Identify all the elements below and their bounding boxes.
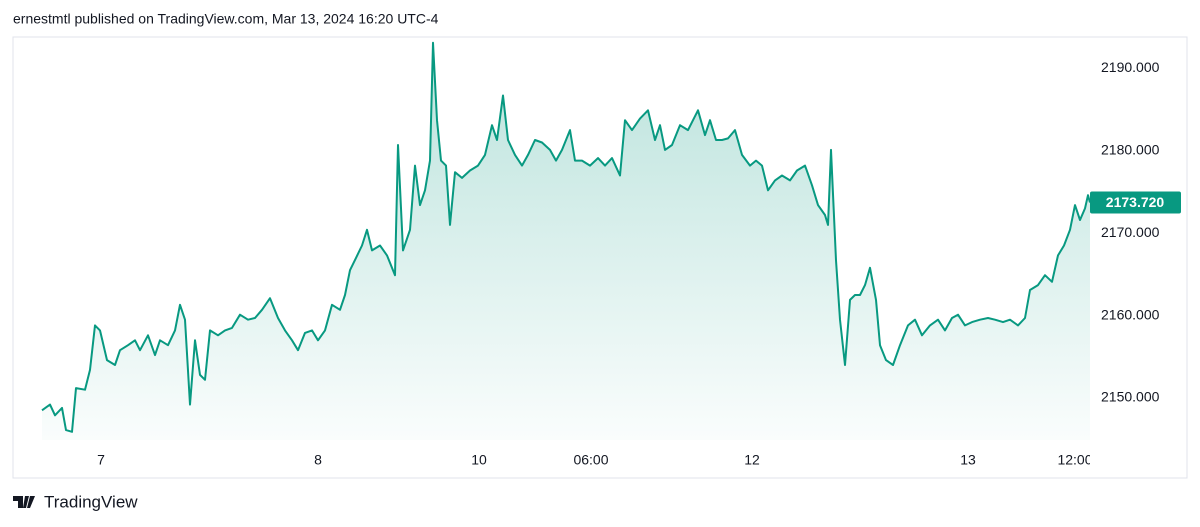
y-tick-label: 2180.000 bbox=[1101, 141, 1160, 157]
y-tick-label: 2170.000 bbox=[1101, 224, 1160, 240]
area-fill bbox=[42, 42, 1090, 441]
y-tick-label: 2160.000 bbox=[1101, 306, 1160, 322]
x-tick-label: 8 bbox=[314, 452, 322, 468]
x-tick-label: 10 bbox=[471, 452, 487, 468]
logo bbox=[13, 496, 35, 508]
header-text: ernestmtl published on TradingView.com, … bbox=[13, 11, 439, 27]
x-tick-label: 06:00 bbox=[573, 452, 608, 468]
logo-icon bbox=[13, 496, 35, 508]
price-line bbox=[41, 41, 1090, 433]
x-tick-label: 12 bbox=[744, 452, 760, 468]
y-tick-label: 2190.000 bbox=[1101, 59, 1160, 75]
x-tick-label: 12:00 bbox=[1057, 452, 1092, 468]
x-tick-label: 13 bbox=[960, 452, 976, 468]
last-price-box bbox=[1090, 191, 1181, 214]
x-tick-label: 7 bbox=[97, 452, 105, 468]
chart-frame bbox=[12, 36, 1188, 479]
y-tick-label: 2150.000 bbox=[1101, 389, 1160, 405]
footer-brand: TradingView bbox=[44, 492, 138, 511]
last-price-label: 2173.720 bbox=[1106, 194, 1165, 210]
plot-area: 7 8 10 06:00 12 13 12:00 bbox=[41, 41, 1092, 468]
